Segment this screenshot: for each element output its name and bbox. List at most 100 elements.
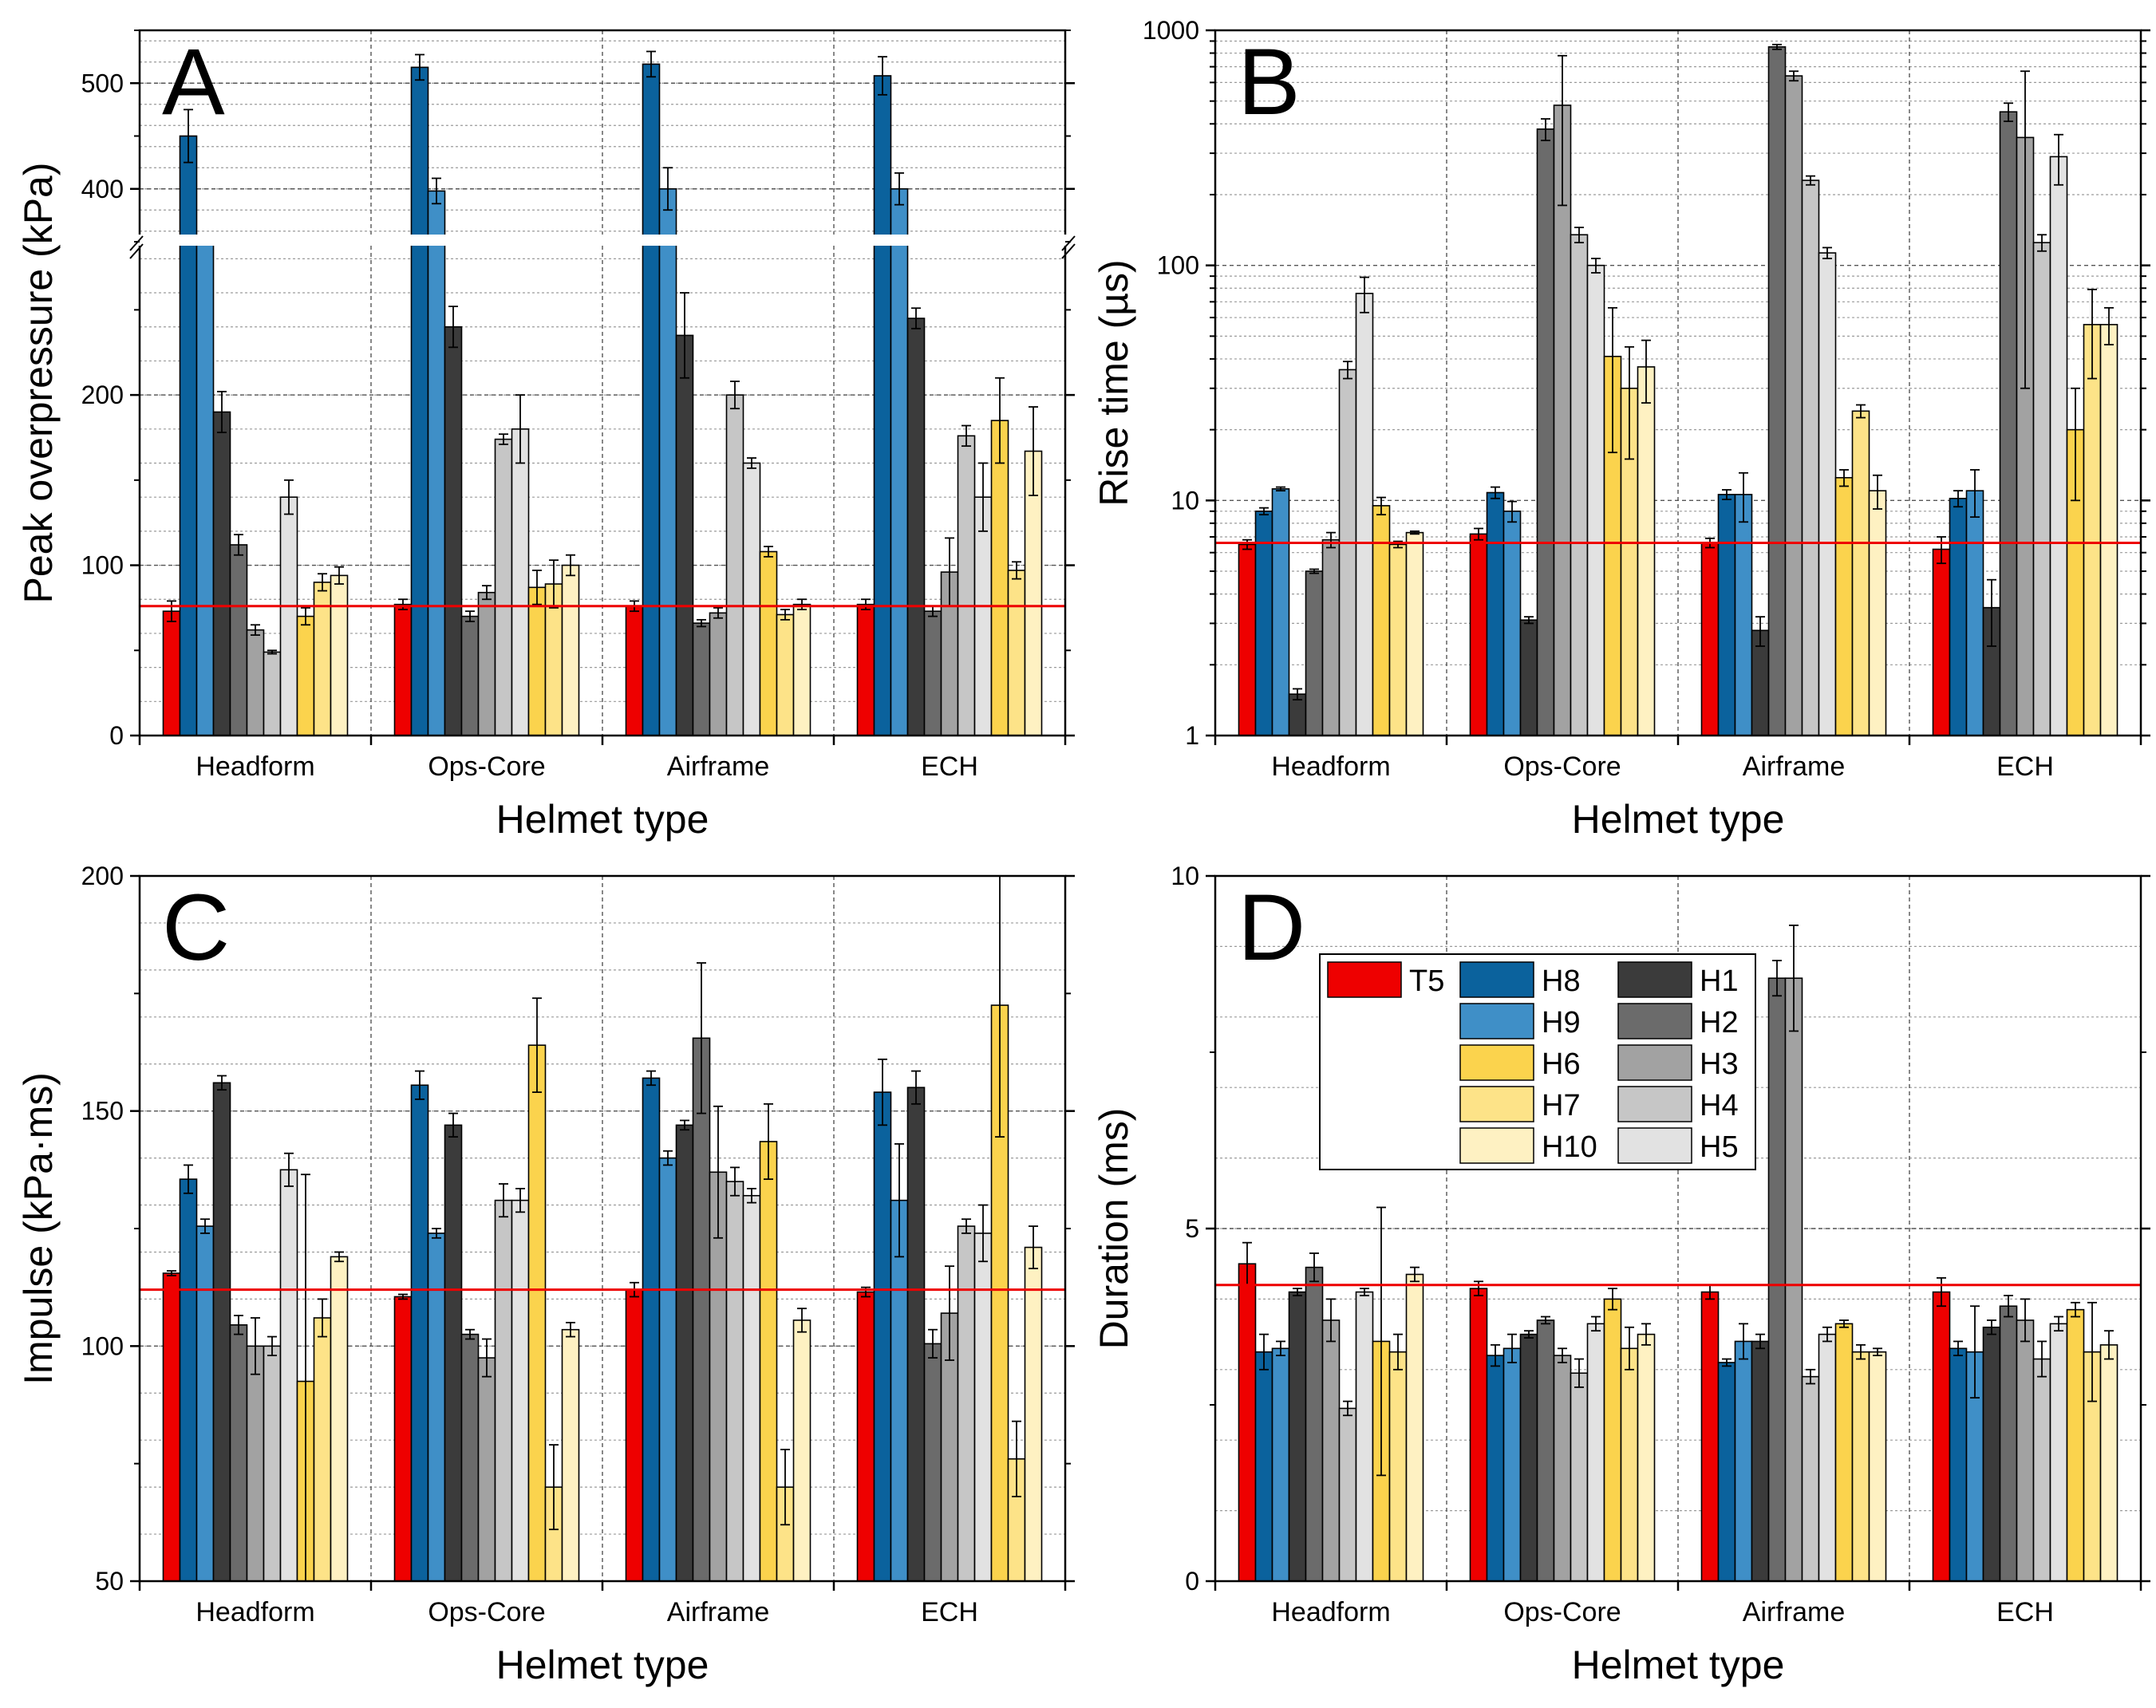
bar-h4-airframe bbox=[1801, 179, 1820, 736]
bar-h4-ech bbox=[957, 435, 976, 736]
legend: T5 H8 H9 H6 H7 H10 H1 H2 H3 H4 H5 bbox=[1319, 953, 1756, 1170]
x-tick-label: ECH bbox=[1996, 1597, 2054, 1627]
x-tick-label: Airframe bbox=[667, 1597, 769, 1627]
x-tick-label: Headform bbox=[1271, 1597, 1390, 1627]
legend-label-h5: H5 bbox=[1700, 1130, 1739, 1164]
bar-h9-airframe bbox=[1734, 1340, 1753, 1582]
bar-h3-airframe bbox=[1784, 977, 1803, 1582]
bar-h2-ops-core bbox=[1536, 1319, 1555, 1582]
bar-h3-ops-core bbox=[477, 591, 496, 736]
bar-h1-ops-core bbox=[1519, 619, 1538, 736]
bar-h8-headform bbox=[179, 135, 198, 736]
legend-label-t5: T5 bbox=[1409, 964, 1444, 998]
bar-h8-headform bbox=[1254, 1351, 1273, 1582]
y-tick-label: 1000 bbox=[1143, 16, 1199, 45]
panel-label: D bbox=[1238, 875, 1305, 980]
bar-h3-ops-core bbox=[477, 1357, 496, 1582]
bar-t5-ops-core bbox=[393, 603, 413, 736]
bar-h8-airframe bbox=[642, 63, 661, 736]
y-tick-label: 0 bbox=[1185, 1567, 1199, 1596]
bar-h9-ech bbox=[890, 187, 909, 736]
legend-swatch-h8 bbox=[1459, 961, 1534, 998]
x-tick-label: Airframe bbox=[1743, 751, 1845, 782]
bar-h4-ops-core bbox=[1570, 1372, 1589, 1582]
bar-t5-headform bbox=[1238, 1263, 1257, 1582]
x-tick-label: Headform bbox=[195, 1597, 314, 1627]
panel-label: C bbox=[162, 875, 230, 980]
bar-h4-ops-core bbox=[1570, 234, 1589, 736]
bar-t5-ech bbox=[856, 1291, 875, 1582]
bar-h9-ech bbox=[1965, 490, 1984, 736]
bar-h4-ech bbox=[2032, 1358, 2051, 1582]
y-tick-label: 150 bbox=[81, 1097, 124, 1126]
bar-h2-headform bbox=[229, 544, 248, 736]
panel-label: A bbox=[162, 30, 225, 135]
legend-label-h2: H2 bbox=[1700, 1006, 1739, 1039]
bar-t5-ech bbox=[1932, 1291, 1951, 1582]
bar-h8-ech bbox=[873, 1091, 892, 1582]
bar-h10-headform bbox=[1405, 531, 1424, 736]
legend-label-h6: H6 bbox=[1542, 1047, 1581, 1081]
legend-swatch-h2 bbox=[1617, 1003, 1692, 1039]
x-tick-label: ECH bbox=[1996, 751, 2054, 782]
legend-label-h1: H1 bbox=[1700, 964, 1739, 998]
axis-break-mark bbox=[129, 243, 144, 259]
legend-swatch-h1 bbox=[1617, 961, 1692, 998]
x-tick-label: Headform bbox=[195, 751, 314, 782]
bar-h5-ech bbox=[2049, 1323, 2068, 1582]
x-tick-label: Ops-Core bbox=[1503, 751, 1621, 782]
bar-h8-headform bbox=[1254, 511, 1273, 736]
axis-break-mark bbox=[1061, 243, 1076, 259]
legend-swatch-h6 bbox=[1459, 1044, 1534, 1081]
bar-h6-airframe bbox=[1834, 476, 1854, 736]
legend-swatch-h3 bbox=[1617, 1044, 1692, 1081]
bar-h6-airframe bbox=[759, 550, 778, 736]
plot-frame-upper bbox=[138, 29, 1067, 235]
panel-b: Headform Ops-Core Airframe ECH 1 10 100 1000 Hel… bbox=[1092, 16, 2150, 842]
bar-h1-ech bbox=[1982, 1326, 2001, 1582]
bar-h10-ech bbox=[1024, 1246, 1043, 1582]
y-tick-label: 5 bbox=[1185, 1214, 1199, 1243]
bar-h1-headform bbox=[212, 1082, 231, 1582]
legend-swatch-t5 bbox=[1327, 961, 1402, 998]
y-tick-label: 50 bbox=[95, 1567, 124, 1596]
x-tick-label: Airframe bbox=[1743, 1597, 1845, 1627]
bar-h6-ops-core bbox=[527, 586, 547, 736]
bar-h2-headform bbox=[1305, 570, 1324, 736]
bar-h9-headform bbox=[1271, 1347, 1290, 1582]
bar-h6-headform bbox=[1372, 505, 1391, 736]
y-tick-label: 10 bbox=[1171, 862, 1199, 890]
bar-h5-ops-core bbox=[1586, 264, 1605, 736]
bar-h2-airframe bbox=[1767, 977, 1787, 1582]
y-tick-label: 500 bbox=[81, 69, 124, 97]
bar-h9-airframe bbox=[658, 187, 677, 736]
bar-h6-ech bbox=[2066, 1308, 2085, 1582]
y-axis-label: Duration (ms) bbox=[1092, 1108, 1136, 1350]
bar-h1-ech bbox=[906, 318, 926, 736]
bar-h4-headform bbox=[263, 651, 282, 736]
bar-h8-airframe bbox=[1717, 494, 1736, 736]
bar-h9-ops-core bbox=[427, 1233, 446, 1582]
bar-h7-airframe bbox=[1851, 410, 1870, 736]
bar-h7-ech bbox=[2083, 324, 2102, 736]
bar-h10-headform bbox=[330, 574, 349, 736]
x-axis-label: Helmet type bbox=[1572, 797, 1785, 842]
bar-h8-headform bbox=[179, 1178, 198, 1582]
bar-h2-airframe bbox=[692, 622, 711, 736]
bar-h9-headform bbox=[195, 1225, 215, 1582]
bar-h1-airframe bbox=[1751, 1340, 1770, 1582]
bar-h1-ops-core bbox=[1519, 1333, 1538, 1582]
bar-h10-ech bbox=[2099, 324, 2118, 736]
y-axis-label: Impulse (kPa·ms) bbox=[16, 1072, 61, 1385]
bar-h6-ops-core bbox=[527, 1044, 547, 1582]
bar-h3-ech bbox=[2016, 1319, 2035, 1582]
bar-h5-airframe bbox=[742, 1194, 761, 1582]
bar-h8-airframe bbox=[642, 1077, 661, 1582]
bar-h7-headform bbox=[313, 1317, 332, 1582]
bar-h4-airframe bbox=[725, 394, 744, 736]
bar-h5-ops-core bbox=[1586, 1323, 1605, 1582]
bar-h7-headform bbox=[1388, 1351, 1408, 1582]
bar-h9-headform bbox=[195, 241, 215, 736]
bar-h4-ops-core bbox=[494, 438, 513, 736]
bar-h7-ech bbox=[1007, 570, 1026, 736]
